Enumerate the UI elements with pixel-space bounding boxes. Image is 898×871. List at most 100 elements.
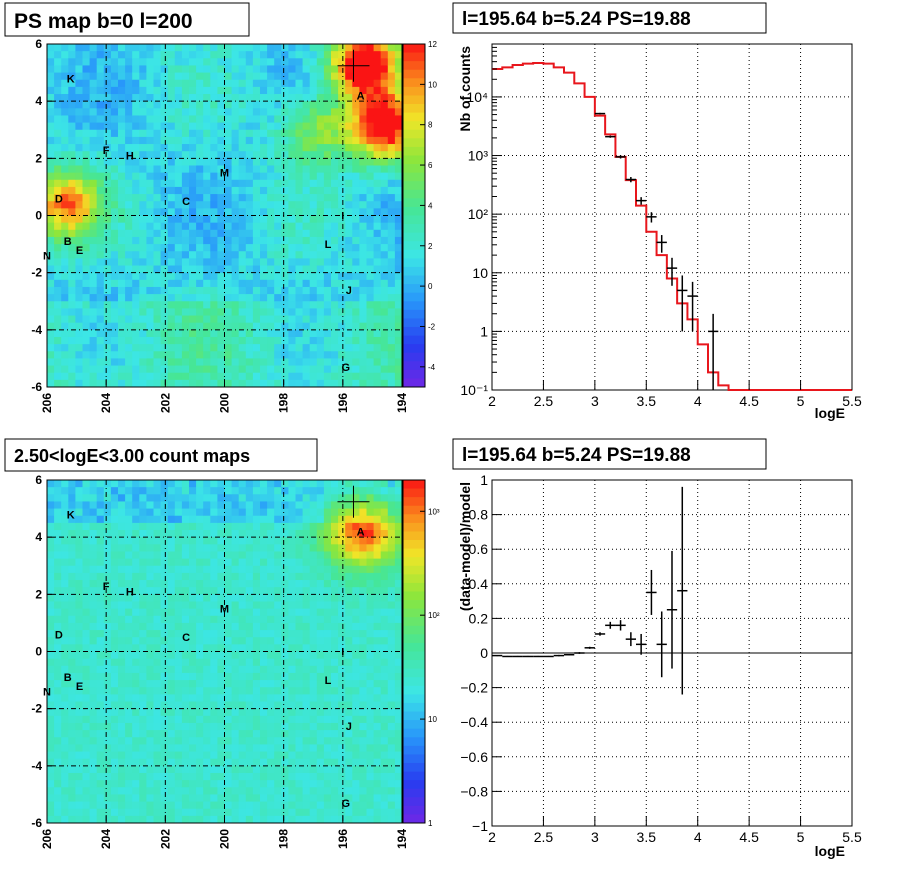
heatmap-cell <box>252 772 261 781</box>
heatmap-cell <box>125 737 133 745</box>
heatmap-cell <box>181 315 190 324</box>
heatmap-cell <box>217 751 225 760</box>
heatmap-cell <box>316 730 325 738</box>
heatmap-cell <box>331 665 339 674</box>
heatmap-cell <box>47 315 55 324</box>
heatmap-cell <box>231 758 240 767</box>
heatmap-cell <box>366 272 375 281</box>
heatmap-cell <box>89 279 98 288</box>
heatmap-cell <box>68 286 76 295</box>
heatmap-cell <box>181 244 190 252</box>
heatmap-cell <box>196 808 204 817</box>
heatmap-cell <box>387 179 396 188</box>
heatmap-cell <box>139 672 147 681</box>
heatmap-cell <box>47 122 55 131</box>
heatmap-cell <box>352 708 360 717</box>
heatmap-cell <box>132 379 140 387</box>
heatmap-cell <box>338 51 346 59</box>
heatmap-cell <box>139 587 147 595</box>
colorbar-swatch <box>403 164 425 174</box>
heatmap-cell <box>189 665 197 674</box>
tick-label-y: 10⁻¹ <box>460 382 488 398</box>
heatmap-cell <box>260 129 268 138</box>
heatmap-cell <box>238 737 247 745</box>
heatmap-cell <box>274 630 282 638</box>
heatmap-cell <box>203 637 211 645</box>
heatmap-cell <box>132 79 140 88</box>
heatmap-cell <box>82 772 91 781</box>
heatmap-cell <box>181 222 190 231</box>
heatmap-cell <box>54 622 62 631</box>
heatmap-cell <box>146 587 154 595</box>
heatmap-cell <box>309 329 318 338</box>
heatmap-cell <box>309 258 318 267</box>
heatmap-cell <box>352 201 360 209</box>
heatmap-cell <box>47 508 55 517</box>
heatmap-cell <box>167 151 176 159</box>
heatmap-cell <box>174 58 183 66</box>
heatmap-cell <box>82 601 91 610</box>
heatmap-cell <box>366 179 375 188</box>
heatmap-cell <box>167 694 176 703</box>
heatmap-cell <box>373 615 382 624</box>
heatmap-cell <box>394 179 402 188</box>
heatmap-cell <box>309 515 318 524</box>
heatmap-cell <box>82 587 91 595</box>
heatmap-cell <box>295 687 304 695</box>
heatmap-cell <box>68 737 76 745</box>
heatmap-cell <box>217 622 225 631</box>
heatmap-cell <box>231 322 240 331</box>
heatmap-cell <box>82 372 91 381</box>
heatmap-cell <box>380 787 389 795</box>
heatmap-cell <box>309 651 318 660</box>
colorbar-swatch <box>403 352 425 362</box>
heatmap-cell <box>267 344 275 352</box>
heatmap-cell <box>366 651 375 660</box>
heatmap-cell <box>316 251 325 259</box>
heatmap-cell <box>366 522 375 531</box>
heatmap-cell <box>132 544 140 552</box>
heatmap-cell <box>394 136 402 145</box>
heatmap-cell <box>110 286 119 295</box>
heatmap-cell <box>288 165 296 174</box>
heatmap-cell <box>260 151 268 159</box>
heatmap-cell <box>125 122 133 131</box>
heatmap-cell <box>160 344 169 352</box>
heatmap-cell <box>231 572 240 581</box>
heatmap-cell <box>373 172 382 181</box>
heatmap-cell <box>338 572 346 581</box>
heatmap-cell <box>153 622 162 631</box>
heatmap-cell <box>146 336 154 345</box>
heatmap-cell <box>245 501 254 510</box>
heatmap-cell <box>174 715 183 724</box>
heatmap-cell <box>174 108 183 116</box>
heatmap-cell <box>217 308 225 317</box>
heatmap-cell <box>366 680 375 688</box>
heatmap-cell <box>238 651 247 660</box>
heatmap-cell <box>125 151 133 159</box>
heatmap-cell <box>189 708 197 717</box>
heatmap-cell <box>316 186 325 195</box>
heatmap-cell <box>118 758 126 767</box>
heatmap-cell <box>260 351 268 359</box>
heatmap-cell <box>231 594 240 602</box>
heatmap-cell <box>245 336 254 345</box>
heatmap-cell <box>231 737 240 745</box>
heatmap-cell <box>103 501 112 510</box>
tick-label-y: 1 <box>480 323 488 339</box>
heatmap-cell <box>189 801 197 810</box>
heatmap-cell <box>110 79 119 88</box>
heatmap-cell <box>217 258 225 267</box>
heatmap-cell <box>373 587 382 595</box>
heatmap-cell <box>189 279 197 288</box>
heatmap-cell <box>75 186 83 195</box>
heatmap-cell <box>231 101 240 109</box>
heatmap-cell <box>345 637 353 645</box>
heatmap-cell <box>316 65 325 74</box>
heatmap-cell <box>387 186 396 195</box>
heatmap-cell <box>68 544 76 552</box>
heatmap-cell <box>387 158 396 166</box>
heatmap-cell <box>373 122 382 131</box>
heatmap-cell <box>118 715 126 724</box>
heatmap-cell <box>160 222 169 231</box>
